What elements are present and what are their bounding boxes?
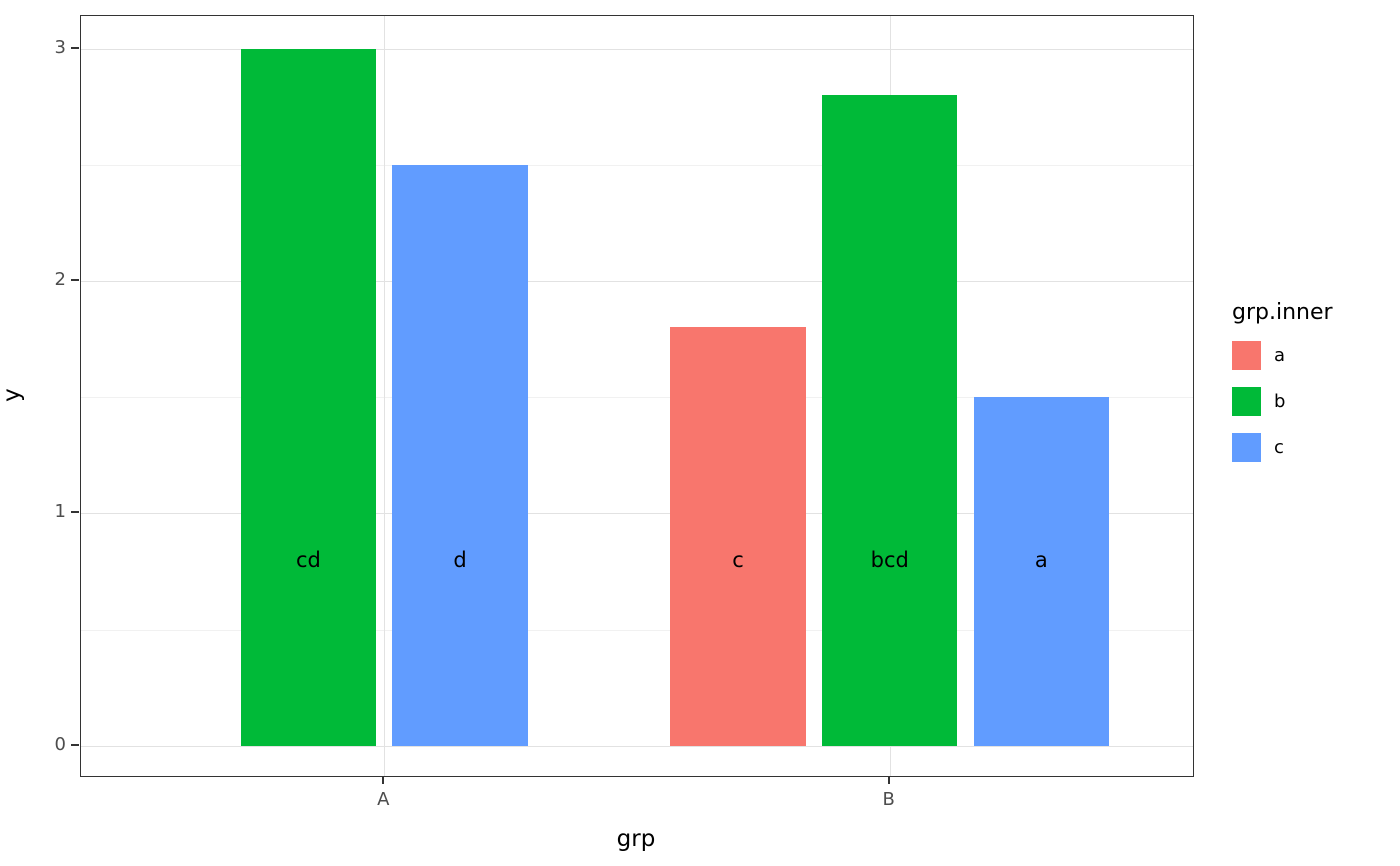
gridline-major-horizontal [81,48,1193,50]
bar-B-b [821,95,958,746]
gridline-minor-horizontal [81,164,1193,166]
legend-key-b [1232,387,1261,416]
legend-label: b [1274,391,1286,412]
legend-entries: a b c [1232,341,1333,462]
gridline-minor-horizontal [81,629,1193,631]
y-tick-label: 1 [54,501,66,523]
bar-B-c [973,397,1110,746]
bar-label: a [1034,547,1048,572]
bar-label: c [732,547,744,572]
legend-entry: a [1232,341,1333,370]
y-tick-label: 3 [54,36,66,58]
legend-label: a [1274,345,1286,366]
y-tick-label: 2 [54,268,66,290]
legend-entry: b [1232,387,1333,416]
x-tick-label: B [882,789,895,810]
x-tick-mark [382,776,385,784]
y-tick-label: 0 [54,733,66,755]
bar-A-b [240,48,377,746]
legend-entry: c [1232,433,1333,462]
gridline-major-vertical [384,16,386,776]
gridline-major-horizontal [81,745,1193,747]
bar-label: d [453,547,467,572]
bar-A-c [392,164,528,746]
bar-B-a [670,327,806,746]
legend-title: grp.inner [1232,300,1333,325]
y-tick-mark [71,511,79,514]
y-axis-title: y [0,388,25,402]
legend: grp.inner a b c [1232,300,1333,479]
legend-key-a [1232,341,1261,370]
y-tick-mark [71,46,79,49]
gridline-minor-horizontal [81,397,1193,399]
x-tick-mark [887,776,890,784]
bar-label: bcd [870,547,909,572]
gridline-major-horizontal [81,280,1193,282]
y-tick-mark [71,278,79,281]
plot-panel: cd d c bcd a [80,15,1194,777]
legend-key-c [1232,433,1261,462]
gridline-major-horizontal [81,513,1193,515]
x-axis-title: grp [616,826,656,852]
y-tick-mark [71,743,79,746]
x-tick-label: A [377,789,390,810]
legend-label: c [1274,437,1284,458]
bar-label: cd [296,547,321,572]
